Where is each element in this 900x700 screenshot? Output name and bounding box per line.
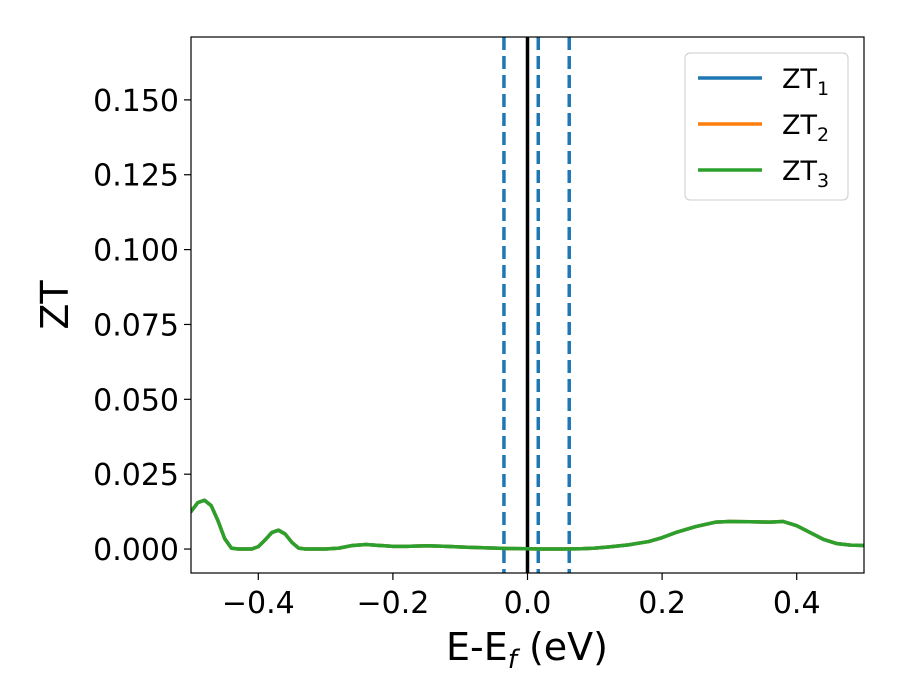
x-tick-label: 0.2 — [638, 586, 686, 621]
x-axis-title: E-Ef (eV) — [446, 625, 608, 675]
legend-box — [684, 52, 849, 201]
y-axis-ticks: 0.000 0.025 0.050 0.075 0.100 0.125 0.150 — [93, 84, 191, 568]
series-line-zt3 — [191, 498, 864, 551]
legend: ZT1 ZT2 ZT3 — [684, 52, 849, 201]
y-tick-label: 0.075 — [93, 308, 179, 343]
y-axis-title: ZT — [33, 280, 77, 330]
x-tick-label: 0.0 — [504, 586, 552, 621]
y-tick-label: 0.025 — [93, 458, 179, 493]
x-axis-ticks: −0.4 −0.2 0.0 0.2 0.4 — [222, 573, 821, 621]
legend-label-zt3: ZT3 — [782, 156, 829, 192]
y-tick-label: 0.050 — [93, 383, 179, 418]
y-tick-label: 0.125 — [93, 159, 179, 194]
series-lines — [191, 498, 864, 551]
legend-label-zt2: ZT2 — [782, 110, 829, 146]
y-tick-label: 0.000 — [93, 533, 179, 568]
y-tick-label: 0.100 — [93, 234, 179, 269]
y-tick-label: 0.150 — [93, 84, 179, 119]
x-tick-label: −0.2 — [356, 586, 429, 621]
vertical-marker-lines — [502, 37, 571, 573]
legend-label-zt1: ZT1 — [782, 64, 829, 100]
x-tick-label: 0.4 — [773, 586, 821, 621]
x-tick-label: −0.4 — [222, 586, 295, 621]
